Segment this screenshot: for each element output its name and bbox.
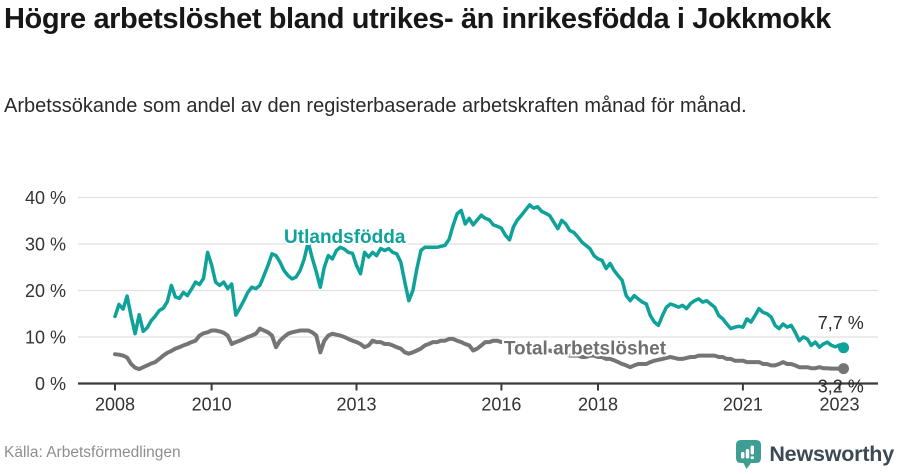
x-tick-label: 2008	[95, 395, 135, 415]
x-tick-label: 2018	[578, 395, 618, 415]
chart-label: 3,2 %	[818, 376, 864, 396]
series-end-dot	[838, 363, 850, 375]
x-tick-label: 2016	[481, 395, 521, 415]
x-tick-label: 2021	[723, 395, 763, 415]
newsworthy-pin-chart-icon	[736, 440, 762, 469]
line-chart: 0 % 10 % 20 % 30 % 40 % 2008 2010 2013 2016 2018 2…	[25, 188, 878, 415]
newsworthy-logo: Newsworthy	[735, 439, 894, 470]
series-line	[113, 326, 846, 372]
brand-name: Newsworthy	[769, 442, 894, 466]
y-tick-label: 0 %	[35, 374, 66, 394]
chart-label: Utlandsfödda	[284, 227, 406, 248]
y-tick-label: 30 %	[25, 235, 66, 255]
y-tick-label: 40 %	[25, 188, 66, 208]
series-line	[113, 203, 846, 350]
x-tick-label: 2013	[336, 395, 376, 415]
chart-label: Total arbetslöshet	[504, 339, 667, 360]
chart-subtitle: Arbetssökande som andel av den registerb…	[4, 95, 747, 117]
series-end-dot	[838, 342, 850, 354]
source-note: Källa: Arbetsförmedlingen	[4, 444, 181, 461]
y-tick-label: 10 %	[25, 328, 66, 348]
chart-label: 7,7 %	[818, 313, 864, 333]
y-tick-label: 20 %	[25, 281, 66, 301]
x-tick-label: 2023	[819, 395, 859, 415]
x-tick-label: 2010	[192, 395, 232, 415]
page-title: Högre arbetslöshet bland utrikes- än inr…	[4, 3, 831, 35]
